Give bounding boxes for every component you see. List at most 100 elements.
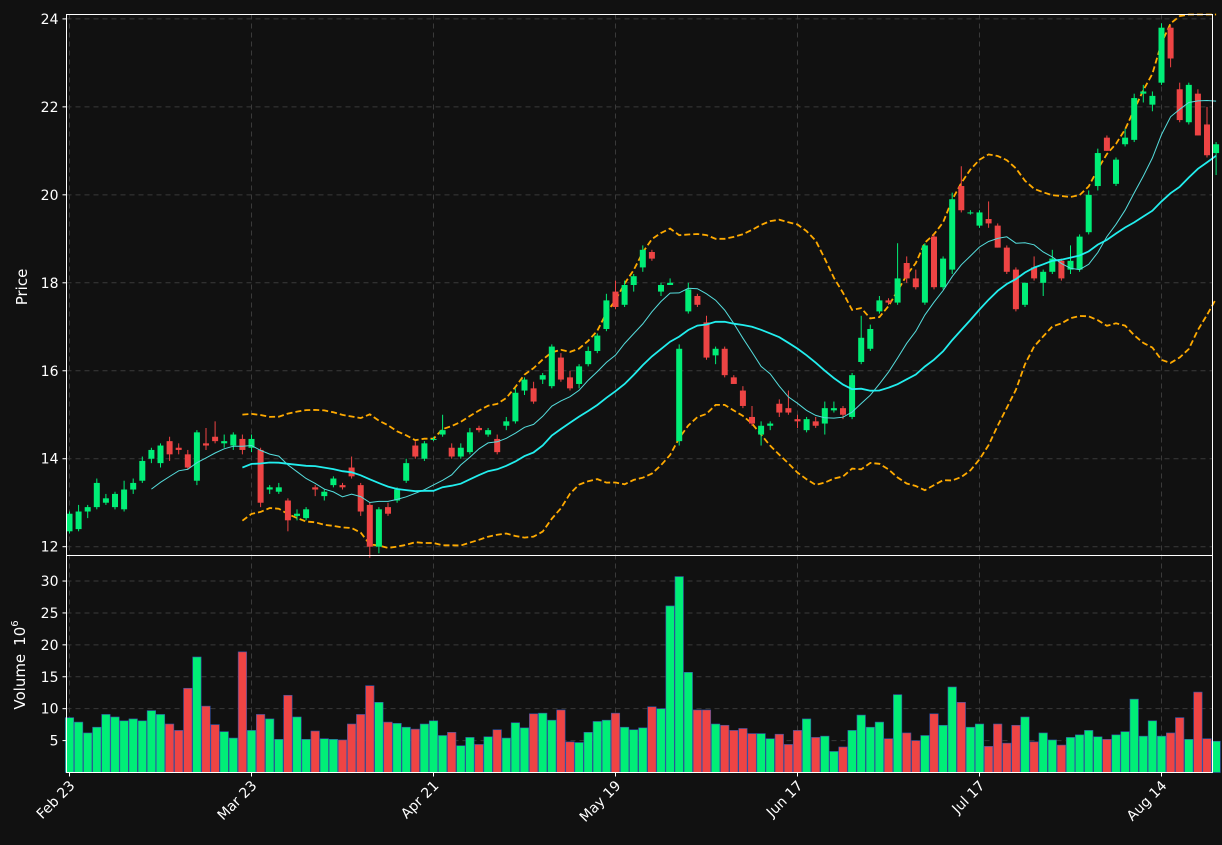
volume-bar xyxy=(929,713,939,773)
candle xyxy=(739,386,746,409)
volume-bar xyxy=(774,733,784,773)
volume-bar xyxy=(374,701,384,773)
candle-body xyxy=(812,421,819,426)
candle-body xyxy=(603,300,610,329)
volume-bar xyxy=(1156,735,1167,773)
candle xyxy=(230,432,237,450)
candle xyxy=(1067,245,1074,275)
candle-body xyxy=(1213,144,1220,154)
candle-body xyxy=(275,487,282,492)
candle-body xyxy=(576,366,583,384)
volume-bar xyxy=(756,733,766,773)
candle xyxy=(203,427,209,450)
candle xyxy=(257,447,264,508)
candle-body xyxy=(931,236,937,288)
candle-body xyxy=(339,485,346,488)
candle-body xyxy=(739,390,746,406)
candle-body xyxy=(557,357,564,380)
volume-bar xyxy=(747,733,757,773)
candle xyxy=(1040,269,1047,296)
candle xyxy=(694,293,701,307)
price-tick-label: 20 xyxy=(41,188,59,204)
price-tick-label: 18 xyxy=(41,276,59,292)
candle-body xyxy=(548,346,555,387)
candle-body xyxy=(712,348,719,356)
candle xyxy=(794,414,801,428)
volume-bar xyxy=(1084,730,1094,773)
volume-bar xyxy=(1065,737,1076,773)
volume-bar xyxy=(592,721,602,773)
volume-bar xyxy=(392,723,402,773)
candle-body xyxy=(1003,247,1010,272)
candle-body xyxy=(1040,271,1047,283)
candle xyxy=(148,447,155,464)
volume-bar xyxy=(1020,716,1030,773)
candle-body xyxy=(921,245,928,303)
volume-bar xyxy=(838,746,848,773)
candle xyxy=(330,476,337,488)
candle-body xyxy=(1122,137,1129,145)
candle xyxy=(676,344,683,446)
candle xyxy=(503,416,510,431)
candle-body xyxy=(776,403,783,413)
volume-bar xyxy=(428,720,439,773)
candle xyxy=(75,504,82,532)
candle xyxy=(403,458,410,483)
volume-bar xyxy=(265,718,275,773)
candle xyxy=(1204,106,1210,158)
candle xyxy=(448,443,455,459)
candle xyxy=(139,456,146,483)
volume-bar xyxy=(1047,739,1057,773)
volume-bar xyxy=(201,705,211,773)
candle xyxy=(940,256,947,290)
volume-bar xyxy=(974,723,985,773)
candle-body xyxy=(1103,137,1110,151)
candle-body xyxy=(412,445,419,457)
candle-body xyxy=(530,388,537,402)
candle xyxy=(894,243,901,305)
price-axis-label: Price xyxy=(13,269,31,306)
volume-bar xyxy=(492,729,502,773)
candle-body xyxy=(239,438,246,450)
candle xyxy=(312,485,319,497)
volume-axis-label-base: 10 xyxy=(11,627,29,646)
volume-bar xyxy=(456,745,466,773)
candle xyxy=(1076,234,1083,272)
candle-body xyxy=(66,513,73,532)
candle xyxy=(184,449,191,470)
candle-body xyxy=(949,199,956,270)
candle-body xyxy=(439,430,446,435)
price-tick-label: 16 xyxy=(41,364,59,380)
candle-body xyxy=(139,460,146,481)
volume-bar xyxy=(1147,720,1157,773)
volume-bar xyxy=(792,730,803,773)
moving-averages xyxy=(151,99,1217,504)
volume-bar xyxy=(283,694,293,773)
candle-body xyxy=(840,408,846,415)
candle xyxy=(749,405,755,426)
volume-bar xyxy=(765,738,775,773)
volume-bar xyxy=(246,730,257,773)
candle xyxy=(1122,128,1129,147)
candle-body xyxy=(1167,27,1174,59)
volume-bar xyxy=(802,718,812,773)
candle-body xyxy=(785,408,792,413)
candle-body xyxy=(1204,124,1210,156)
volume-bar xyxy=(292,716,302,773)
candle xyxy=(357,482,364,516)
volume-bar xyxy=(137,720,147,773)
volume-bar xyxy=(301,739,311,773)
candle-body xyxy=(903,263,910,279)
candle-body xyxy=(1022,282,1028,305)
volume-bar xyxy=(74,721,84,773)
volume-bar xyxy=(1002,742,1012,773)
candle xyxy=(867,324,874,351)
candle-body xyxy=(1085,194,1092,233)
volume-bar xyxy=(410,728,420,773)
volume-bar xyxy=(938,724,948,773)
volume-bar xyxy=(656,708,666,773)
candle-body xyxy=(303,509,310,519)
candle xyxy=(303,507,310,521)
candle-body xyxy=(1031,267,1038,279)
candle-body xyxy=(894,278,901,303)
